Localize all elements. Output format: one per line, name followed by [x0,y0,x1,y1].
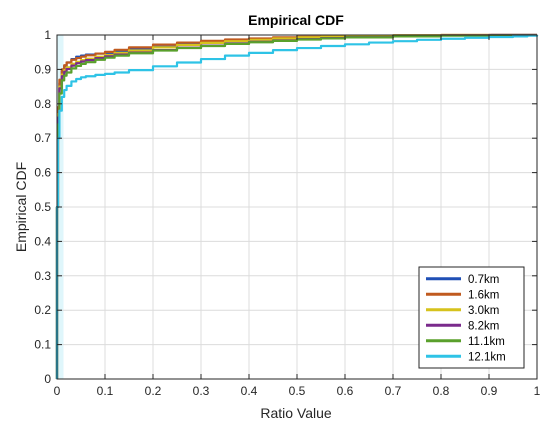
chart-title: Empirical CDF [248,12,344,28]
y-tick-label: 0.3 [34,269,51,283]
x-tick-label: 0.3 [193,384,210,398]
y-tick-label: 0 [44,372,51,386]
legend-label-0-7km: 0.7km [468,274,499,286]
legend-label-12-1km: 12.1km [468,351,506,363]
legend-label-8-2km: 8.2km [468,320,499,332]
y-tick-label: 0.4 [34,234,51,248]
y-tick-label: 0.5 [34,200,51,214]
x-tick-label: 0 [54,384,61,398]
y-tick-label: 0.8 [34,97,51,111]
x-tick-label: 0.6 [337,384,354,398]
legend-label-3-0km: 3.0km [468,305,499,317]
y-tick-label: 0.7 [34,131,51,145]
legend-box [418,266,525,369]
legend-label-1-6km: 1.6km [468,289,499,301]
x-axis-label: Ratio Value [260,405,332,421]
y-tick-label: 0.9 [34,62,51,76]
y-tick-label: 0.1 [34,338,51,352]
x-tick-label: 0.5 [289,384,306,398]
legend-label-11-1km: 11.1km [468,336,505,348]
x-tick-label: 0.1 [97,384,114,398]
y-axis-label: Empirical CDF [13,162,29,252]
x-tick-label: 0.2 [145,384,162,398]
y-tick-label: 1 [44,28,51,42]
x-tick-label: 0.4 [241,384,258,398]
x-tick-label: 1 [534,384,541,398]
plot-area: 0 0.1 0.2 0.3 0.4 0.5 0.6 0.7 0.8 0.9 1 0 0.1 0.2 0.3 0… [34,28,540,398]
x-tick-label: 0.9 [481,384,498,398]
x-tick-label: 0.7 [385,384,402,398]
y-tick-label: 0.2 [34,303,51,317]
y-tick-label: 0.6 [34,166,51,180]
x-tick-label: 0.8 [433,384,450,398]
